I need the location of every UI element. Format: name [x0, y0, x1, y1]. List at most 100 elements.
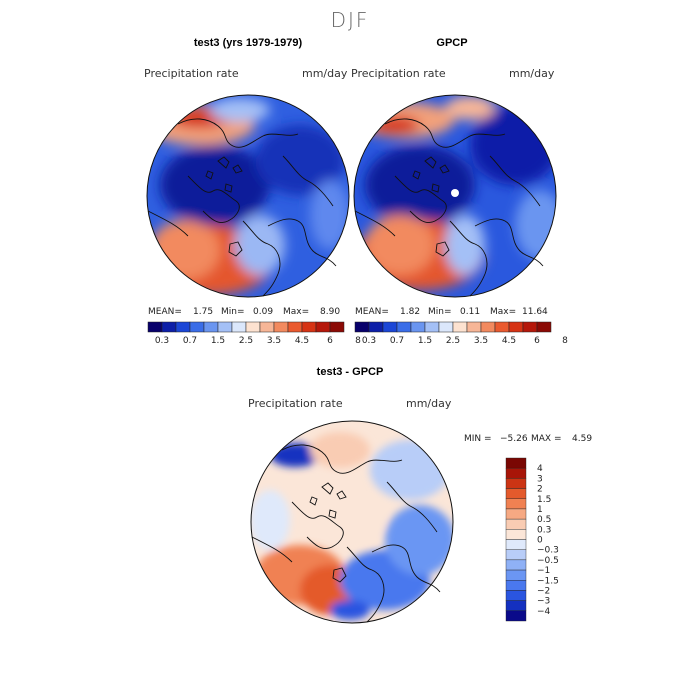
colorbar-swatch [505, 478, 527, 489]
obs-max-label: Max= [490, 307, 517, 317]
diff-min-value: −5.26 [500, 434, 528, 444]
colorbar-swatch [536, 321, 552, 333]
colorbar-swatch [505, 529, 527, 540]
colorbar-tick-label: −3 [537, 597, 550, 607]
colorbar-swatch [410, 321, 426, 333]
colorbar-tick-label: 0.3 [362, 336, 376, 346]
colorbar-tick-label: 1.5 [418, 336, 432, 346]
colorbar-swatch [315, 321, 331, 333]
colorbar-tick-label: 6 [534, 336, 540, 346]
colorbar-swatch [273, 321, 289, 333]
obs-colorbar: 0.3 0.7 1.5 2.5 3.5 4.5 6 8 [354, 321, 568, 346]
colorbar-swatch [354, 321, 370, 333]
colorbar-swatch [505, 498, 527, 510]
colorbar-swatch [508, 321, 524, 333]
colorbar-swatch [301, 321, 317, 333]
colorbar-swatch [245, 321, 261, 333]
colorbar-swatch [505, 549, 527, 561]
colorbar-swatch [505, 518, 527, 530]
colorbar-swatch [396, 321, 412, 333]
colorbar-swatch [147, 321, 163, 333]
model-units-label: mm/day [302, 67, 348, 80]
colorbar-tick-label: 0.3 [155, 336, 169, 346]
obs-map [353, 94, 557, 298]
colorbar-tick-label: 0.7 [390, 336, 404, 346]
colorbar-swatch [522, 321, 538, 333]
colorbar-tick-label: −1.5 [537, 576, 559, 586]
colorbar-tick-label: 3.5 [474, 336, 488, 346]
obs-min-label: Min= [428, 307, 452, 317]
colorbar-tick-label: 1.5 [211, 336, 225, 346]
colorbar-tick-label: 0.3 [537, 525, 551, 535]
model-panel-title: test3 (yrs 1979-1979) [193, 37, 303, 49]
colorbar-swatch [424, 321, 440, 333]
diff-map [250, 420, 454, 624]
diff-variable-label: Precipitation rate [248, 397, 343, 410]
colorbar-tick-label: 8 [562, 336, 568, 346]
colorbar-tick-label: 0 [537, 536, 543, 546]
colorbar-swatch [505, 467, 527, 479]
season-title: DJF [330, 8, 370, 32]
diff-units-label: mm/day [406, 397, 452, 410]
colorbar-tick-label: 4 [537, 464, 543, 474]
model-colorbar: 0.3 0.7 1.5 2.5 3.5 4.5 6 8 [147, 321, 361, 346]
diff-min-label: MIN = [464, 434, 492, 444]
colorbar-tick-label: 4.5 [295, 336, 309, 346]
colorbar-swatch [466, 321, 482, 333]
obs-units-label: mm/day [509, 67, 555, 80]
diff-max-label: MAX = [531, 434, 562, 444]
colorbar-swatch [505, 539, 527, 550]
colorbar-swatch [494, 321, 510, 333]
colorbar-tick-label: −0.3 [537, 546, 559, 556]
colorbar-tick-label: 0.7 [183, 336, 197, 346]
obs-variable-label: Precipitation rate [351, 67, 446, 80]
colorbar-swatch [505, 488, 527, 499]
colorbar-swatch [480, 321, 496, 333]
diff-panel-title: test3 - GPCP [316, 366, 384, 378]
colorbar-tick-label: −4 [537, 607, 551, 617]
colorbar-swatch [505, 457, 527, 469]
colorbar-swatch [505, 508, 527, 520]
colorbar-swatch [505, 569, 527, 581]
obs-panel-title: GPCP [436, 37, 468, 49]
model-variable-label: Precipitation rate [144, 67, 239, 80]
obs-mean-label: MEAN= [355, 307, 389, 317]
colorbar-swatch [189, 321, 205, 333]
diff-max-value: 4.59 [572, 434, 593, 444]
colorbar-tick-label: 2.5 [446, 336, 460, 346]
colorbar-swatch [203, 321, 219, 333]
colorbar-tick-label: 1.5 [537, 495, 551, 505]
obs-max-value: 11.64 [522, 307, 548, 317]
model-mean-label: MEAN= [148, 307, 182, 317]
colorbar-swatch [505, 590, 527, 601]
obs-mean-value: 1.82 [400, 307, 421, 317]
colorbar-swatch [259, 321, 275, 333]
colorbar-tick-label: −1 [537, 566, 550, 576]
colorbar-swatch [161, 321, 177, 333]
colorbar-swatch [175, 321, 191, 333]
colorbar-tick-label: 3 [537, 474, 543, 484]
colorbar-tick-label: −2 [537, 586, 550, 596]
colorbar-swatch [505, 559, 527, 571]
model-mean-value: 1.75 [193, 307, 214, 317]
colorbar-swatch [452, 321, 468, 333]
colorbar-swatch [438, 321, 454, 333]
colorbar-swatch [329, 321, 345, 333]
colorbar-tick-label: 1 [537, 505, 543, 515]
colorbar-tick-label: 8 [355, 336, 361, 346]
colorbar-tick-label: 4.5 [502, 336, 516, 346]
colorbar-tick-label: 3.5 [267, 336, 281, 346]
colorbar-tick-label: 6 [327, 336, 333, 346]
colorbar-swatch [505, 600, 527, 612]
model-min-value: 0.09 [253, 307, 274, 317]
colorbar-swatch [217, 321, 233, 333]
colorbar-swatch [505, 580, 527, 591]
model-min-label: Min= [221, 307, 245, 317]
obs-min-value: 0.11 [460, 307, 481, 317]
colorbar-tick-label: 2.5 [239, 336, 253, 346]
colorbar-swatch [505, 610, 527, 622]
colorbar-swatch [368, 321, 384, 333]
colorbar-swatch [382, 321, 398, 333]
